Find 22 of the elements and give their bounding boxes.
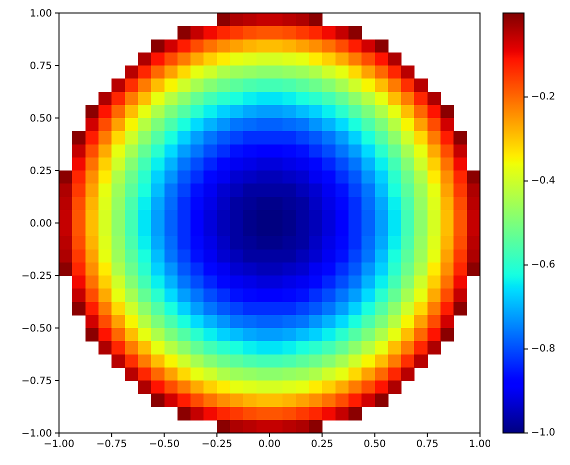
y-tick-label: 0.25 (30, 166, 52, 178)
y-tick-label: −0.50 (21, 324, 52, 335)
x-tick-label: −0.75 (96, 439, 127, 450)
x-tick-label: 0.25 (310, 439, 334, 450)
y-tick-label: 0.00 (30, 218, 52, 230)
x-tick-label: −0.50 (148, 439, 180, 450)
y-tick-label: −0.25 (21, 271, 52, 282)
x-tick-label: 0.50 (364, 439, 386, 450)
y-tick-label: 0.50 (30, 114, 52, 125)
y-tick-label: 0.75 (30, 61, 52, 72)
color-bar-label: −0.4 (531, 176, 556, 186)
color-bar-label: −0.6 (531, 260, 556, 270)
y-tick-label: 1.00 (30, 8, 52, 20)
x-tick-label: 0.00 (258, 439, 281, 450)
x-tick-label: −1.00 (44, 439, 74, 450)
x-tick-label: −0.25 (202, 439, 232, 450)
y-tick-label: −1.00 (21, 428, 52, 440)
x-tick-label: 0.75 (416, 439, 439, 450)
y-tick-label: −0.75 (21, 376, 52, 388)
color-bar-label: −1.0 (531, 428, 556, 438)
color-bar-label: −0.2 (531, 92, 556, 102)
color-bar-label: −0.8 (531, 344, 556, 354)
